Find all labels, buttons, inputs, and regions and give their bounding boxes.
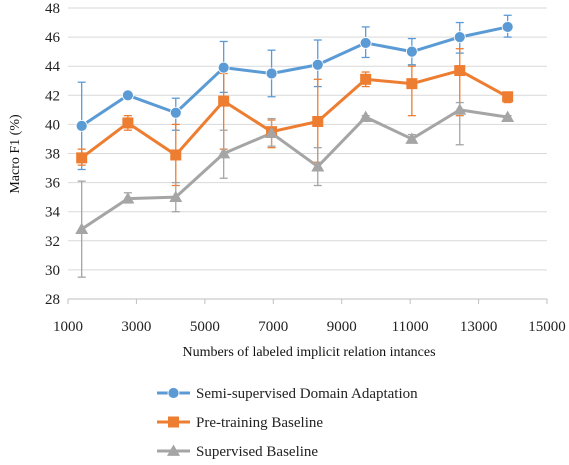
axes	[67, 298, 548, 304]
x-tick-label: 7000	[258, 319, 288, 335]
pre-training-baseline-point	[502, 91, 514, 103]
legend-label: Supervised Baseline	[196, 444, 318, 460]
legend-item-supervised-baseline: Supervised Baseline	[157, 444, 318, 460]
pre-training-baseline-point	[218, 95, 230, 107]
legend-marker	[168, 416, 179, 428]
y-tick-label: 40	[45, 117, 60, 133]
y-tick-label: 36	[45, 176, 61, 192]
y-tick-label: 34	[45, 205, 61, 221]
y-tick-label: 30	[45, 263, 60, 279]
supervised-baseline-point	[217, 147, 231, 159]
pre-training-baseline-point	[406, 78, 418, 90]
series-markers	[75, 21, 515, 235]
error-bars	[77, 14, 512, 278]
gridlines	[68, 7, 547, 300]
x-tick-label: 13000	[460, 319, 498, 335]
supervised-baseline-point	[453, 103, 467, 115]
pre-training-baseline-point	[312, 115, 324, 127]
pre-training-baseline-point	[76, 152, 88, 164]
legend-label: Pre-training Baseline	[196, 415, 323, 431]
pre-training-baseline-line	[80, 69, 509, 160]
tick-labels: 28 30 32 34 36 38 40 42 44 46 48 1000 3000 5000 7000 90…	[45, 1, 566, 335]
legend-label: Semi-supervised Domain Adaptation	[196, 386, 418, 402]
semi-supervised-domain-adaptation-line	[80, 25, 508, 128]
x-tick-label: 9000	[327, 319, 357, 335]
y-tick-label: 48	[45, 1, 60, 17]
x-tick-label: 1000	[53, 319, 83, 335]
pre-training-baseline-point	[170, 149, 182, 161]
series-lines	[80, 25, 509, 231]
pre-training-baseline-point	[360, 73, 372, 85]
y-tick-label: 42	[45, 88, 60, 104]
supervised-baseline-line	[80, 108, 508, 231]
semi-supervised-domain-adaptation-point	[217, 61, 230, 74]
y-tick-label: 28	[45, 292, 60, 308]
supervised-baseline-point	[359, 110, 373, 122]
semi-supervised-domain-adaptation-point	[453, 31, 466, 43]
semi-supervised-domain-adaptation-point	[169, 106, 182, 119]
supervised-baseline-point	[405, 132, 419, 144]
supervised-baseline-point	[169, 190, 183, 203]
y-axis-title: Macro F1 (%)	[8, 114, 23, 194]
x-tick-label: 11000	[392, 319, 429, 335]
supervised-baseline-point	[501, 110, 515, 122]
semi-supervised-domain-adaptation-point	[75, 119, 88, 132]
pre-training-baseline-point	[122, 117, 134, 129]
x-tick-label: 3000	[121, 319, 151, 335]
x-tick-label: 15000	[528, 319, 566, 335]
supervised-baseline-point	[75, 222, 89, 235]
semi-supervised-domain-adaptation-point	[311, 58, 324, 71]
legend: Semi-supervised Domain Adaptation Pre-tra…	[157, 386, 418, 460]
semi-supervised-domain-adaptation-point	[265, 67, 278, 80]
legend-item-semi-supervised-domain-adaptation: Semi-supervised Domain Adaptation	[157, 386, 418, 402]
supervised-baseline-point	[311, 160, 325, 172]
x-axis-title: Numbers of labeled implicit relation int…	[182, 345, 435, 360]
legend-marker	[167, 444, 180, 456]
semi-supervised-domain-adaptation-point	[405, 45, 418, 58]
y-tick-label: 44	[45, 59, 61, 75]
y-tick-label: 38	[45, 147, 60, 163]
supervised-baseline-point	[265, 126, 279, 139]
semi-supervised-domain-adaptation-point	[359, 37, 372, 49]
x-tick-label: 5000	[190, 319, 220, 335]
semi-supervised-domain-adaptation-point	[501, 21, 514, 33]
supervised-baseline-point	[121, 192, 135, 204]
semi-supervised-domain-adaptation-point	[121, 89, 134, 102]
y-tick-label: 32	[45, 234, 60, 250]
pre-training-baseline-point	[454, 65, 466, 77]
legend-marker	[167, 387, 180, 399]
legend-item-pre-training-baseline: Pre-training Baseline	[157, 415, 323, 431]
y-tick-label: 46	[45, 30, 61, 46]
